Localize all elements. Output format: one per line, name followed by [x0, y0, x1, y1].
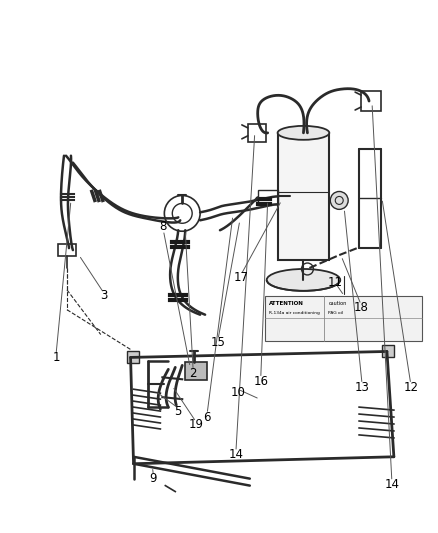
- Text: 5: 5: [175, 405, 182, 417]
- Text: 12: 12: [403, 381, 418, 394]
- Ellipse shape: [267, 269, 340, 291]
- Text: 15: 15: [211, 336, 226, 349]
- Text: R-134a air conditioning: R-134a air conditioning: [268, 311, 320, 314]
- Text: 1: 1: [52, 351, 60, 364]
- Bar: [248, 124, 266, 142]
- Bar: [127, 351, 138, 364]
- Text: 18: 18: [353, 301, 368, 314]
- Bar: [278, 192, 293, 208]
- Text: PAG oil: PAG oil: [328, 311, 343, 314]
- Bar: [58, 244, 76, 256]
- Text: 9: 9: [150, 472, 157, 485]
- Text: 17: 17: [233, 271, 248, 285]
- Text: 19: 19: [189, 418, 204, 432]
- Ellipse shape: [278, 126, 329, 140]
- Bar: [265, 296, 422, 341]
- Bar: [278, 133, 329, 260]
- Text: caution: caution: [328, 301, 346, 306]
- Text: 16: 16: [253, 375, 268, 388]
- Bar: [258, 190, 278, 204]
- Text: ATTENTION: ATTENTION: [268, 301, 304, 306]
- Text: 11: 11: [328, 277, 343, 289]
- Text: 10: 10: [230, 386, 245, 399]
- Circle shape: [330, 191, 348, 209]
- Text: 14: 14: [228, 448, 244, 461]
- Text: 2: 2: [189, 367, 197, 380]
- Text: 3: 3: [100, 289, 107, 302]
- Text: 14: 14: [385, 478, 399, 491]
- Bar: [382, 345, 394, 358]
- Bar: [361, 91, 381, 111]
- Text: 6: 6: [203, 410, 211, 424]
- Text: 8: 8: [160, 220, 167, 233]
- Bar: [185, 362, 207, 380]
- Text: 13: 13: [355, 381, 370, 394]
